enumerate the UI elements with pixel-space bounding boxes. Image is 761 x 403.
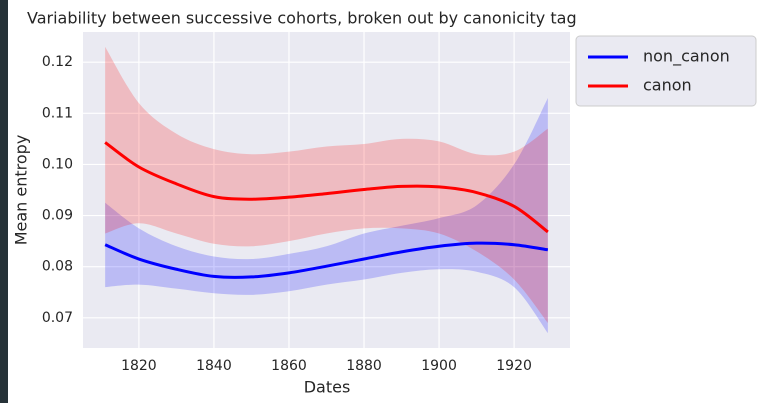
lines xyxy=(104,141,549,279)
y-tick-label: 0.11 xyxy=(42,105,73,121)
x-tick-label: 1880 xyxy=(346,358,382,374)
chart-title: Variability between successive cohorts, … xyxy=(27,9,577,28)
x-tick-label: 1900 xyxy=(421,358,457,374)
line xyxy=(104,241,549,279)
y-tick-label: 0.08 xyxy=(42,259,73,275)
legend-label: non_canon xyxy=(643,47,730,67)
x-tick-label: 1840 xyxy=(196,358,232,374)
y-axis-label: Mean entropy xyxy=(12,135,31,246)
line xyxy=(104,141,549,234)
y-tick-label: 0.09 xyxy=(42,208,73,224)
plot-area xyxy=(83,32,570,348)
legend-box xyxy=(575,35,757,107)
x-tick-label: 1820 xyxy=(121,358,157,374)
y-tick-label: 0.07 xyxy=(42,310,73,326)
frame-strip xyxy=(0,0,8,403)
y-tick-label: 0.10 xyxy=(42,156,73,172)
bands xyxy=(105,46,548,334)
x-axis-label: Dates xyxy=(304,378,351,397)
x-tick-label: 1920 xyxy=(496,358,532,374)
legend-label: canon xyxy=(643,76,692,95)
x-tick-label: 1860 xyxy=(271,358,307,374)
y-tick-label: 0.12 xyxy=(42,54,73,70)
confidence-band xyxy=(105,46,548,323)
confidence-band xyxy=(105,97,548,334)
